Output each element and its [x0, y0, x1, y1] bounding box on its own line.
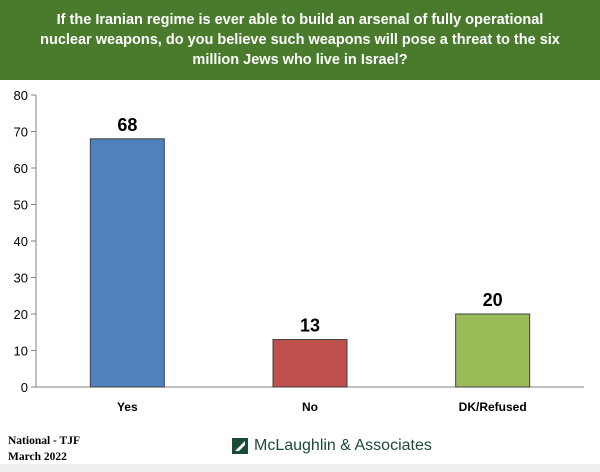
bar-dk-refused — [455, 313, 531, 388]
chart-title: If the Iranian regime is ever able to bu… — [40, 12, 560, 68]
y-tick-label: 50 — [14, 198, 28, 213]
y-tick-label: 0 — [21, 380, 28, 395]
survey-date: March 2022 — [8, 451, 67, 463]
brand-logo: McLaughlin & Associates — [232, 437, 432, 455]
brand-name: McLaughlin & Associates — [254, 437, 432, 454]
y-tick-label: 30 — [14, 271, 28, 286]
bar-no — [272, 339, 348, 388]
category-label: DK/Refused — [459, 400, 527, 414]
y-tick-label: 10 — [14, 344, 28, 359]
bottom-strip — [0, 464, 600, 472]
y-tick-label: 40 — [14, 234, 28, 249]
y-tick-label: 20 — [14, 307, 28, 322]
survey-info: National - TJF March 2022 — [8, 433, 80, 465]
data-label: 20 — [483, 290, 503, 310]
bar-chart: 0 10 20 30 40 50 60 70 80 68 Yes 13 No 20 DK/Refused — [14, 88, 584, 414]
data-label: 68 — [117, 115, 137, 135]
title-banner: If the Iranian regime is ever able to bu… — [0, 0, 600, 80]
data-label: 13 — [300, 316, 320, 336]
survey-scope: National - TJF — [8, 435, 80, 447]
y-tick-label: 70 — [14, 125, 28, 140]
y-tick-label: 80 — [14, 88, 28, 103]
bar-yes — [89, 138, 165, 388]
category-label: No — [302, 400, 318, 414]
y-tick-label: 60 — [14, 161, 28, 176]
logo-mark-icon — [232, 438, 248, 454]
category-label: Yes — [117, 400, 138, 414]
